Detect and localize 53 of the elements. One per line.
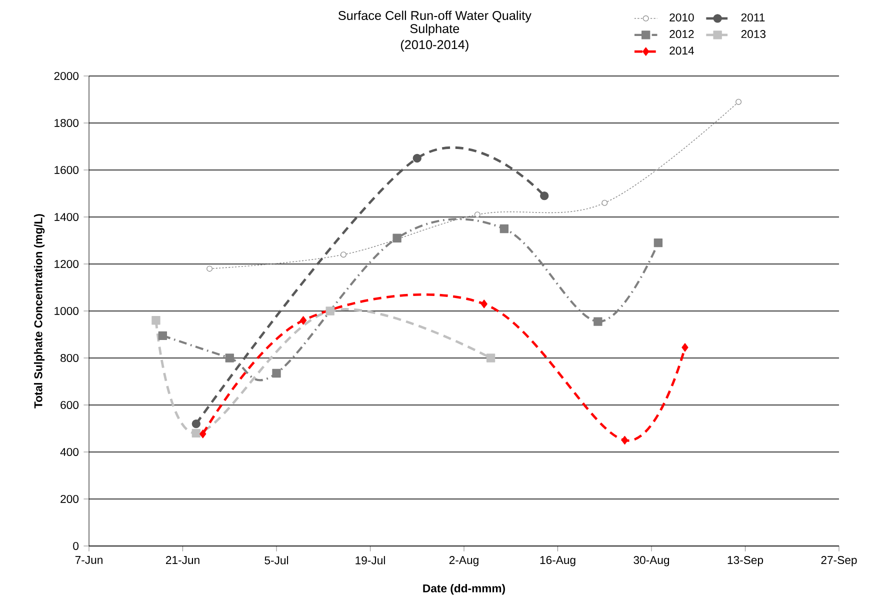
y-tick-label: 400 bbox=[60, 448, 79, 456]
legend-label: 2012 bbox=[670, 30, 694, 38]
point bbox=[326, 306, 334, 316]
point bbox=[682, 343, 688, 352]
y-tick-label: 1400 bbox=[54, 212, 79, 221]
point bbox=[474, 212, 480, 218]
point bbox=[412, 154, 422, 163]
point bbox=[225, 354, 234, 362]
chart-subtitle: Sulphate (2010-2014) bbox=[400, 24, 468, 52]
point bbox=[158, 331, 168, 340]
x-tick-label: 13-Sep bbox=[728, 556, 764, 566]
chart-title: Surface Cell Run-off Water Quality bbox=[338, 10, 532, 23]
x-tick-label: 21-Jun bbox=[166, 556, 200, 564]
point bbox=[594, 317, 602, 326]
y-tick-label: 1600 bbox=[54, 166, 79, 174]
point bbox=[192, 428, 200, 438]
point bbox=[602, 200, 608, 206]
point bbox=[736, 98, 742, 105]
point bbox=[206, 266, 213, 272]
point bbox=[480, 300, 488, 308]
point bbox=[272, 368, 281, 378]
y-tick-label: 600 bbox=[60, 400, 79, 409]
legend-label: 2013 bbox=[741, 30, 766, 38]
point bbox=[540, 192, 549, 200]
x-tick-label: 7-Jun bbox=[75, 556, 102, 564]
x-tick-label: 5-Jul bbox=[264, 556, 288, 564]
y-tick-label: 0 bbox=[73, 542, 79, 550]
x-tick-label: 27-Sep bbox=[821, 556, 857, 566]
legend-label: 2010 bbox=[670, 13, 694, 22]
x-tick-label: 16-Aug bbox=[540, 556, 576, 566]
x-tick-label: 30-Aug bbox=[634, 556, 670, 566]
point bbox=[192, 419, 200, 428]
point bbox=[392, 234, 402, 242]
y-tick-label: 200 bbox=[60, 494, 79, 503]
point bbox=[486, 354, 496, 362]
x-tick-label: 19-Jul bbox=[356, 556, 385, 564]
point bbox=[621, 436, 628, 445]
point bbox=[152, 316, 160, 325]
y-tick-label: 1000 bbox=[54, 306, 79, 315]
y-tick-label: 800 bbox=[60, 354, 79, 362]
point bbox=[340, 252, 346, 258]
legend-label: 2014 bbox=[670, 46, 694, 55]
y-tick-label: 1200 bbox=[54, 260, 79, 268]
point bbox=[300, 316, 307, 325]
legend-label: 2011 bbox=[741, 13, 765, 22]
y-tick-label: 2000 bbox=[54, 72, 79, 80]
y-tick-label: 1800 bbox=[54, 118, 79, 127]
x-tick-label: 2-Aug bbox=[449, 556, 478, 566]
point bbox=[500, 224, 509, 234]
y-axis-title: Total Sulphate Concentration (mg/L) bbox=[34, 214, 45, 408]
point bbox=[654, 238, 663, 248]
x-axis-title: Date (dd-mmm) bbox=[423, 584, 505, 595]
point bbox=[200, 430, 206, 438]
